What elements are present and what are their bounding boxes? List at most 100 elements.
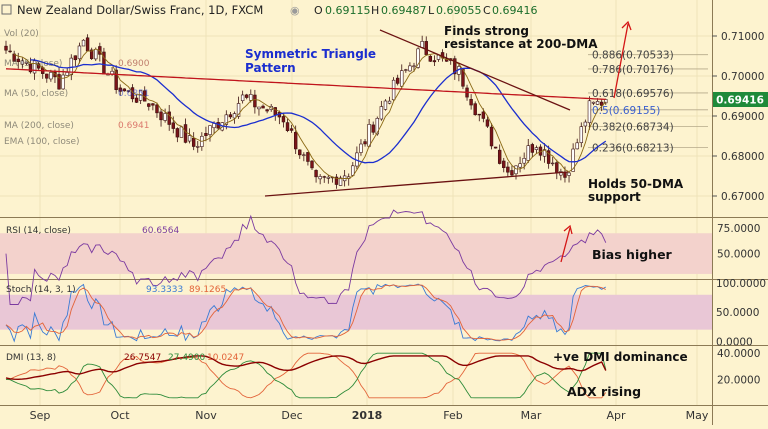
candle	[85, 37, 90, 52]
candle	[232, 113, 237, 119]
candle	[412, 65, 416, 68]
candle	[171, 122, 175, 129]
price-tick-label: 0.70000	[721, 71, 764, 83]
collapse-icon[interactable]	[1, 4, 12, 15]
ma5-legend-value: 0.6900	[118, 59, 150, 69]
candle	[306, 152, 310, 162]
candle	[506, 166, 510, 173]
candle	[310, 160, 314, 169]
candle	[94, 48, 98, 60]
candle	[261, 105, 265, 109]
candle	[379, 106, 384, 120]
time-tick-label: Oct	[110, 409, 130, 422]
candle	[351, 165, 355, 176]
price-tick-label: 0.71000	[721, 31, 764, 43]
vol-legend: Vol (20)	[4, 29, 39, 39]
candle	[208, 125, 212, 135]
candle	[147, 103, 151, 107]
candle	[122, 88, 127, 92]
fibonacci-levels: 0.886(0.70533) 0.786(0.70176) 0.618(0.6957…	[588, 50, 708, 154]
stoch-label: Stoch (14, 3, 1)	[6, 285, 76, 295]
candle	[265, 109, 269, 112]
time-tick-label: 2018	[352, 409, 383, 422]
time-tick-label: Nov	[195, 409, 217, 422]
candle	[477, 113, 481, 116]
candle	[371, 124, 375, 133]
rsi-band	[0, 233, 712, 274]
candle	[57, 74, 61, 90]
ma200-legend: MA (200, close)	[4, 121, 74, 131]
candle	[114, 69, 118, 90]
candle	[338, 177, 343, 186]
candle	[81, 39, 86, 47]
stoch-tick-label: 100.0000	[716, 278, 766, 290]
upper-trendline	[379, 29, 571, 111]
candle	[363, 141, 367, 145]
candle	[167, 111, 171, 125]
time-tick-label: Dec	[281, 409, 302, 422]
candle	[134, 97, 139, 103]
candle	[481, 111, 486, 119]
ohlc-close-label: C	[483, 4, 491, 17]
candle	[322, 176, 326, 178]
indicator-legend[interactable]: Vol (20) MA (5, close) 0.6900 MA (50, cl…	[4, 29, 150, 147]
candle	[24, 61, 29, 64]
candle	[45, 73, 49, 79]
triangle-trendlines	[264, 29, 571, 197]
ma200-line	[5, 68, 606, 101]
candle	[595, 101, 600, 105]
dmi-tick-label: 40.0000	[717, 348, 760, 360]
candle	[428, 55, 433, 62]
lower-trendline	[264, 171, 569, 197]
arrow-head-icon	[621, 20, 632, 31]
candle	[212, 123, 216, 129]
candle	[534, 147, 539, 150]
time-tick-label: Mar	[521, 409, 542, 422]
price-tick-label: 0.67000	[721, 191, 764, 203]
ohlc-open-label: O	[314, 4, 323, 17]
candle	[551, 162, 555, 165]
moving-averages	[5, 48, 607, 180]
candle	[12, 53, 16, 62]
time-tick-label: Apr	[606, 409, 626, 422]
candle	[473, 103, 477, 116]
candle	[420, 41, 424, 48]
triangle-annotation-line1: Symmetric Triangle	[245, 47, 376, 61]
candle	[273, 107, 277, 116]
candle	[591, 101, 596, 104]
candle	[326, 176, 331, 179]
fib-level-label: 0.786(0.70176)	[592, 64, 674, 76]
support-annotation-line2: support	[588, 190, 641, 204]
ohlc-high-label: H	[371, 4, 379, 17]
ohlc-low-value: 0.69055	[436, 4, 482, 17]
candle	[518, 163, 522, 168]
candle	[65, 72, 69, 76]
ma50-line	[30, 59, 607, 164]
candle	[16, 58, 20, 62]
stoch-d-value: 89.1265	[189, 285, 226, 295]
candle	[293, 132, 298, 150]
candle	[359, 143, 363, 153]
candle	[453, 58, 457, 75]
candle	[8, 50, 12, 53]
candle	[469, 99, 473, 106]
candle	[49, 72, 53, 80]
candle	[485, 119, 490, 127]
candle	[118, 87, 122, 92]
price-tick-label: 0.68000	[721, 151, 764, 163]
triangle-annotation-line2: Pattern	[245, 61, 296, 75]
eye-icon[interactable]: ◉	[290, 4, 300, 17]
candle	[155, 104, 159, 114]
candle	[587, 100, 592, 124]
fib-level-label: 0.5(0.69155)	[592, 105, 660, 117]
stoch-k-value: 93.3333	[146, 285, 183, 295]
ohlc-high-value: 0.69487	[381, 4, 427, 17]
candles	[4, 34, 608, 189]
symbol-title: New Zealand Dollar/Swiss Franc, 1D, FXCM	[17, 3, 263, 17]
stoch-tick-label: 50.0000	[716, 307, 759, 319]
dmi-adx-line	[5, 355, 607, 381]
fib-level-label: 0.886(0.70533)	[592, 50, 674, 62]
rsi-label: RSI (14, close)	[6, 226, 71, 236]
candle	[281, 116, 286, 123]
